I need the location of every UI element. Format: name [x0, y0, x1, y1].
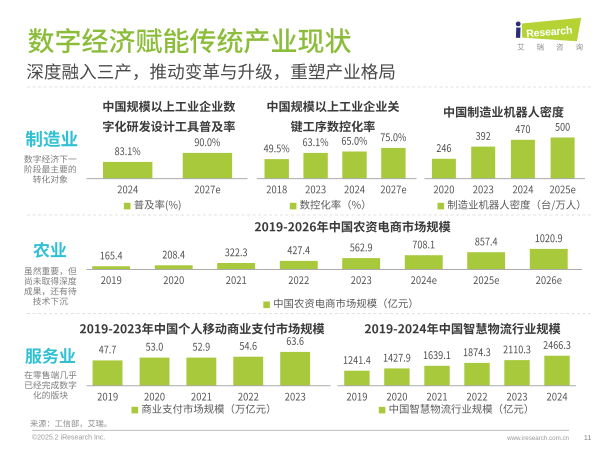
svg-text:Research: Research [526, 25, 573, 41]
svg-text:11: 11 [584, 433, 592, 442]
svg-text:www.iresearch.com.cn: www.iresearch.com.cn [506, 435, 569, 442]
svg-text:©2025.2 iResearch Inc.: ©2025.2 iResearch Inc. [32, 434, 105, 442]
